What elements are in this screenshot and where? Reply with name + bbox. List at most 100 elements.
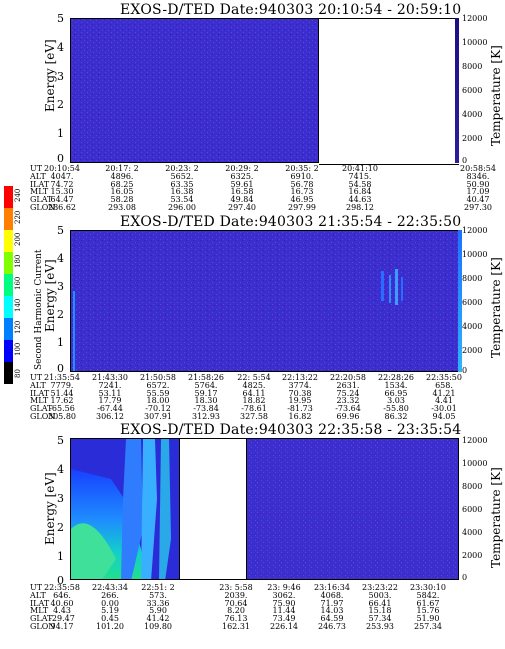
orbit-cell: 63.35 xyxy=(170,179,194,189)
spectrogram-3b-noise xyxy=(247,439,458,579)
orbit-cell: -67.44 xyxy=(97,404,123,414)
orbit-cell: 1534. xyxy=(384,380,408,390)
harmonic-swatch xyxy=(4,252,13,274)
y-tick: 1 xyxy=(57,336,64,349)
cb-tick: 8000 xyxy=(462,274,483,283)
orbit-cell: 312.93 xyxy=(192,412,220,421)
orbit-cell: -73.84 xyxy=(193,404,219,414)
orbit-row-label: MLT xyxy=(30,187,49,197)
orbit-cell: 6910. xyxy=(290,171,314,181)
orbit-cell: 41.21 xyxy=(432,388,456,398)
orbit-cell: 20:29: 2 xyxy=(225,164,259,173)
spectrogram-1-empty xyxy=(319,18,459,165)
orbit-cell: 7241. xyxy=(98,380,122,390)
orbit-cell: -73.64 xyxy=(335,404,361,414)
orbit-cell: 253.93 xyxy=(366,622,394,631)
orbit-row-label: UT xyxy=(30,373,43,382)
orbit-row-label: ALT xyxy=(30,171,46,181)
orbit-cell: 297.99 xyxy=(288,203,316,212)
orbit-row-label: ALT xyxy=(30,380,46,390)
orbit-cell: 70.38 xyxy=(288,388,312,398)
harmonic-swatch xyxy=(4,208,13,230)
panel-3-orbit-table: UT 22:35:58 22:43:34 22:51: 2 23: 5:58 23: 9:… xyxy=(30,584,470,634)
orbit-cell: 66.95 xyxy=(384,388,408,398)
orbit-cell: 297.40 xyxy=(228,203,256,212)
orbit-row-label: GLON xyxy=(30,203,56,212)
orbit-cell: 5764. xyxy=(194,380,218,390)
y-tick: 0 xyxy=(57,152,64,165)
orbit-cell: 76.13 xyxy=(224,614,248,624)
orbit-cell: 305.80 xyxy=(48,412,76,421)
orbit-cell: 5.90 xyxy=(149,606,167,616)
y-tick: 5 xyxy=(57,434,64,447)
orbit-cell: 51.44 xyxy=(50,388,74,398)
spectrogram-1 xyxy=(70,18,319,163)
orbit-cell: 246.73 xyxy=(318,622,346,631)
cb-tick: 12000 xyxy=(462,226,488,235)
orbit-cell: 266. xyxy=(101,590,119,600)
orbit-cell: 59.17 xyxy=(194,388,218,398)
cb-tick: 8000 xyxy=(462,62,483,71)
orbit-cell: 22: 5:54 xyxy=(237,373,271,382)
orbit-cell: 293.08 xyxy=(108,203,136,212)
spectrogram-1-noise xyxy=(71,19,318,162)
orbit-cell: 8.20 xyxy=(227,606,245,616)
spectrogram-3b xyxy=(246,438,459,580)
orbit-cell: 4896. xyxy=(110,171,134,181)
orbit-cell: 54.58 xyxy=(348,179,372,189)
panel-1-orbit-table: UT 20:10:54 20:17: 2 20:23: 2 20:29: 2 20:35:… xyxy=(30,164,496,213)
harmonic-swatch xyxy=(4,362,13,384)
orbit-cell: 40.60 xyxy=(50,598,74,608)
orbit-cell: 23:23:22 xyxy=(362,583,398,592)
orbit-row-label: ILAT xyxy=(30,598,50,608)
orbit-cell: 49.84 xyxy=(230,195,254,205)
y-tick: 1 xyxy=(57,550,64,563)
cb-tick: 10000 xyxy=(462,250,488,259)
harmonic-swatch xyxy=(4,186,13,208)
cb-tick: 6000 xyxy=(462,505,483,514)
orbit-row-label: ILAT xyxy=(30,179,50,189)
y-tick: 4 xyxy=(57,41,64,54)
harmonic-tick: 220 xyxy=(14,210,22,224)
orbit-cell: 22:51: 2 xyxy=(141,583,175,592)
y-tick: 3 xyxy=(57,280,64,293)
orbit-cell: 56.78 xyxy=(290,179,314,189)
y-tick: 3 xyxy=(57,70,64,83)
orbit-cell: -70.12 xyxy=(145,404,171,414)
orbit-cell: -29.47 xyxy=(49,614,75,624)
spectrogram-3a xyxy=(70,438,180,580)
cb-tick: 10000 xyxy=(462,459,488,468)
orbit-row-label: GLAT xyxy=(30,614,53,624)
orbit-cell: 23:30:10 xyxy=(410,583,446,592)
orbit-cell: 22:43:34 xyxy=(92,583,128,592)
orbit-cell: 15.30 xyxy=(50,187,74,197)
orbit-cell: 68.25 xyxy=(110,179,134,189)
orbit-cell: 94.17 xyxy=(50,622,74,631)
orbit-cell: 57.34 xyxy=(368,614,392,624)
y-tick: 2 xyxy=(57,98,64,111)
orbit-cell: 18.82 xyxy=(242,396,266,406)
orbit-cell: 21:58:26 xyxy=(188,373,224,382)
orbit-cell: 23: 9:46 xyxy=(267,583,301,592)
y-tick: 2 xyxy=(57,308,64,321)
orbit-cell: 327.58 xyxy=(240,412,268,421)
orbit-cell: -55.80 xyxy=(383,404,409,414)
orbit-cell: 44.63 xyxy=(348,195,372,205)
orbit-cell: 73.49 xyxy=(272,614,296,624)
harmonic-tick: 200 xyxy=(14,232,22,246)
orbit-cell: 23: 5:58 xyxy=(219,583,253,592)
cb-tick: 2000 xyxy=(462,346,483,355)
orbit-cell: 59.61 xyxy=(230,179,254,189)
y-tick: 1 xyxy=(57,127,64,140)
orbit-row-label: UT xyxy=(30,583,43,592)
spectrogram-3a-aurora xyxy=(71,439,179,579)
y-tick: 3 xyxy=(57,492,64,505)
orbit-cell: -81.73 xyxy=(287,404,313,414)
orbit-cell: 0.45 xyxy=(101,614,119,624)
harmonic-tick: 180 xyxy=(14,254,22,268)
spectrogram-2 xyxy=(70,230,459,372)
orbit-cell: 22:28:26 xyxy=(378,373,414,382)
orbit-row-label: MLT xyxy=(30,606,49,616)
harmonic-swatch xyxy=(4,274,13,296)
cb-tick: 4000 xyxy=(462,322,483,331)
